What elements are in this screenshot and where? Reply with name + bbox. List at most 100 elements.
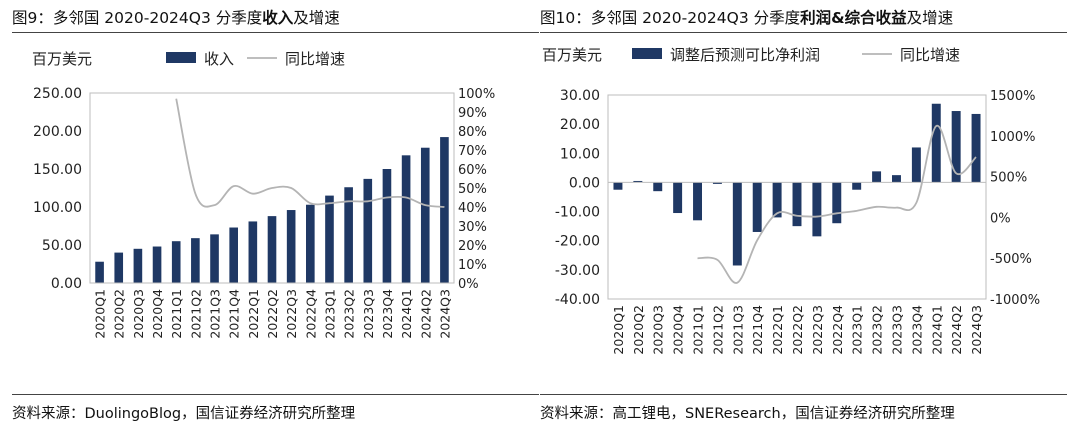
bar	[971, 113, 981, 183]
bar	[248, 221, 258, 283]
left-axis-tick-label: 150.00	[33, 162, 82, 178]
bar	[693, 182, 703, 221]
category-label: 2023Q2	[870, 305, 885, 355]
title-rule	[12, 32, 539, 33]
bar	[325, 195, 334, 283]
left-axis-tick-label: -10.00	[555, 205, 600, 221]
bar	[152, 246, 162, 283]
category-label: 2020Q3	[651, 305, 666, 355]
bar	[792, 182, 802, 227]
category-label: 2021Q4	[227, 289, 242, 339]
bar	[344, 187, 353, 283]
left-axis-tick-label: 250.00	[33, 86, 82, 102]
bar	[772, 182, 782, 218]
category-label: 2024Q2	[418, 289, 433, 339]
left-axis-tick-label: 200.00	[33, 124, 82, 140]
category-label: 2022Q2	[265, 289, 280, 339]
category-label: 2024Q1	[399, 289, 414, 339]
category-label: 2023Q1	[850, 305, 865, 355]
right-axis-tick-label: 50%	[458, 182, 487, 197]
legend-bar-label: 收入	[204, 50, 234, 68]
bar	[191, 238, 200, 283]
bar	[872, 171, 882, 183]
bar	[171, 241, 181, 283]
category-label: 2023Q4	[380, 289, 395, 339]
source-rule	[12, 394, 539, 395]
category-label: 2021Q3	[208, 289, 223, 339]
bar	[613, 182, 623, 190]
bar	[267, 216, 277, 283]
chart-panel-revenue: 图9：多邻国 2020-2024Q3 分季度收入及增速 百万美元 收入 同比增速 0.…	[12, 0, 539, 429]
category-label: 2021Q4	[750, 305, 765, 355]
category-label: 2020Q2	[631, 305, 646, 355]
right-axis-tick-label: 80%	[458, 125, 487, 140]
title-rule	[540, 32, 1067, 33]
legend-line-label: 同比增速	[285, 50, 345, 68]
bar	[732, 182, 742, 266]
bar	[852, 182, 862, 190]
bar	[891, 175, 901, 183]
legend-line-label: 同比增速	[900, 46, 960, 64]
bar	[812, 182, 822, 237]
bar	[229, 227, 238, 283]
unit-label: 百万美元	[32, 50, 92, 68]
right-axis-tick-label: 90%	[458, 106, 487, 121]
left-axis-tick-label: 30.00	[560, 88, 600, 104]
left-axis-tick-label: -40.00	[555, 292, 600, 308]
category-label: 2022Q4	[830, 305, 845, 355]
right-axis-tick-label: 500%	[990, 171, 1027, 186]
bar	[286, 210, 296, 283]
category-label: 2020Q2	[112, 289, 127, 339]
growth-line	[175, 98, 445, 208]
left-axis-tick-label: 10.00	[560, 146, 600, 162]
bar	[653, 182, 663, 192]
category-label: 2024Q3	[437, 289, 452, 339]
legend-bar-swatch	[632, 48, 662, 59]
chart-title: 图10：多邻国 2020-2024Q3 分季度利润&综合收益及增速	[540, 9, 954, 27]
bar	[752, 182, 762, 232]
category-label: 2020Q1	[93, 289, 108, 339]
right-axis-tick-label: -500%	[990, 252, 1032, 267]
bar	[420, 147, 430, 283]
bar	[832, 182, 842, 224]
bar	[306, 204, 315, 283]
category-label: 2022Q4	[303, 289, 318, 339]
bar	[95, 261, 104, 283]
category-label: 2024Q3	[969, 305, 984, 355]
chart-source: 资料来源：高工锂电，SNEResearch，国信证券经济研究所整理	[540, 406, 955, 422]
category-label: 2022Q2	[790, 305, 805, 355]
right-axis-tick-label: 10%	[458, 258, 487, 273]
bar	[114, 252, 124, 283]
chart-source: 资料来源：DuolingoBlog，国信证券经济研究所整理	[12, 406, 356, 422]
category-label: 2022Q1	[770, 305, 785, 355]
revenue-chart: 百万美元 收入 同比增速 0.00 50.00 100.00 150.00 200.00 250…	[32, 50, 495, 339]
category-label: 2021Q2	[188, 289, 203, 339]
bar	[133, 248, 143, 283]
category-label: 2020Q4	[671, 305, 686, 355]
right-axis-tick-label: 40%	[458, 201, 487, 216]
right-axis-tick-label: -1000%	[990, 293, 1040, 308]
category-label: 2024Q2	[949, 305, 964, 355]
bar	[401, 155, 411, 283]
left-axis-tick-label: 100.00	[33, 200, 82, 216]
category-label: 2020Q4	[150, 289, 165, 339]
bar	[633, 180, 643, 183]
bar	[382, 169, 392, 283]
category-label: 2022Q1	[246, 289, 261, 339]
legend-bar-swatch	[166, 52, 196, 63]
bar	[712, 182, 722, 184]
right-axis-tick-label: 20%	[458, 239, 487, 254]
category-label: 2021Q2	[710, 305, 725, 355]
unit-label: 百万美元	[542, 46, 602, 64]
category-label: 2022Q3	[810, 305, 825, 355]
category-label: 2023Q1	[322, 289, 337, 339]
category-label: 2021Q1	[691, 305, 706, 355]
category-label: 2021Q1	[169, 289, 184, 339]
right-axis-tick-label: 0%	[990, 211, 1011, 226]
category-label: 2020Q3	[131, 289, 146, 339]
legend-bar-label: 调整后预测可比净利润	[670, 46, 820, 64]
chart-panel-profit: 图10：多邻国 2020-2024Q3 分季度利润&综合收益及增速 百万美元 调整…	[540, 0, 1067, 429]
bar	[931, 103, 941, 183]
category-label: 2021Q3	[730, 305, 745, 355]
right-axis-tick-label: 100%	[458, 87, 495, 102]
